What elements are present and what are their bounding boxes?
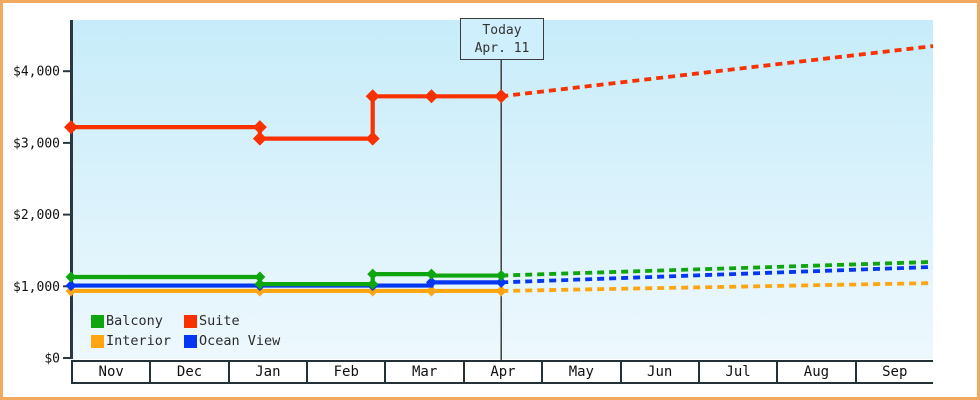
y-tick-label: $4,000 xyxy=(13,65,60,80)
legend-label: Suite xyxy=(199,313,240,329)
legend-swatch-ocean-view xyxy=(184,334,197,348)
month-label-dec: Dec xyxy=(149,362,227,382)
series-suite-marker xyxy=(252,120,267,135)
series-balcony-marker xyxy=(254,278,266,290)
legend-swatch-suite xyxy=(184,314,197,328)
today-date: Apr. 11 xyxy=(474,41,530,56)
legend-label: Ocean View xyxy=(199,333,281,349)
legend-item-interior: Interior xyxy=(91,331,184,351)
month-label-feb: Feb xyxy=(306,362,384,382)
series-ocean-view-marker xyxy=(495,276,507,288)
month-label-may: May xyxy=(541,362,619,382)
legend-label: Interior xyxy=(106,333,172,349)
series-balcony-marker xyxy=(254,271,266,283)
series-balcony-marker xyxy=(65,271,77,283)
series-balcony-marker xyxy=(425,268,437,280)
today-annotation: Today Apr. 11 xyxy=(460,18,544,60)
series-suite-marker xyxy=(365,89,380,104)
x-axis-month-row: Nov Dec Jan Feb Mar Apr May Jun Jul Aug Sep xyxy=(71,360,933,384)
legend-label: Balcony xyxy=(106,313,163,329)
y-tick-label: $0 xyxy=(44,352,60,367)
y-tick-label: $2,000 xyxy=(13,208,60,223)
legend-swatch-balcony xyxy=(91,314,104,328)
y-axis-line xyxy=(70,20,73,359)
y-tick-label: $3,000 xyxy=(13,136,60,151)
month-label-sep: Sep xyxy=(854,362,933,382)
series-suite-marker xyxy=(64,120,78,135)
month-label-apr: Apr xyxy=(462,362,541,382)
today-label: Today xyxy=(482,23,522,38)
month-label-mar: Mar xyxy=(384,362,462,382)
legend: Balcony Suite Interior Ocean View xyxy=(91,311,280,351)
legend-swatch-interior xyxy=(91,334,104,348)
series-balcony-marker xyxy=(367,278,379,290)
series-balcony-marker xyxy=(495,270,507,282)
y-tick-label: $1,000 xyxy=(13,280,60,295)
series-ocean-view-marker xyxy=(425,276,437,288)
series-ocean-view-forecast-line xyxy=(501,265,934,285)
month-label-aug: Aug xyxy=(776,362,854,382)
legend-item-suite: Suite xyxy=(184,311,280,331)
series-suite-marker xyxy=(494,89,509,104)
series-suite-forecast-line xyxy=(500,44,934,99)
legend-item-balcony: Balcony xyxy=(91,311,184,331)
plot-background xyxy=(73,20,933,359)
series-suite-marker xyxy=(365,131,380,146)
series-balcony-marker xyxy=(367,268,379,280)
legend-item-ocean-view: Ocean View xyxy=(184,331,280,351)
series-suite-marker xyxy=(252,131,267,146)
series-interior-marker xyxy=(425,285,437,297)
month-label-nov: Nov xyxy=(71,362,149,382)
series-ocean-view-marker xyxy=(65,280,77,292)
month-label-jun: Jun xyxy=(619,362,698,382)
series-suite-marker xyxy=(424,89,439,104)
series-interior-marker xyxy=(495,285,507,297)
month-label-jan: Jan xyxy=(227,362,306,382)
month-label-jul: Jul xyxy=(697,362,776,382)
